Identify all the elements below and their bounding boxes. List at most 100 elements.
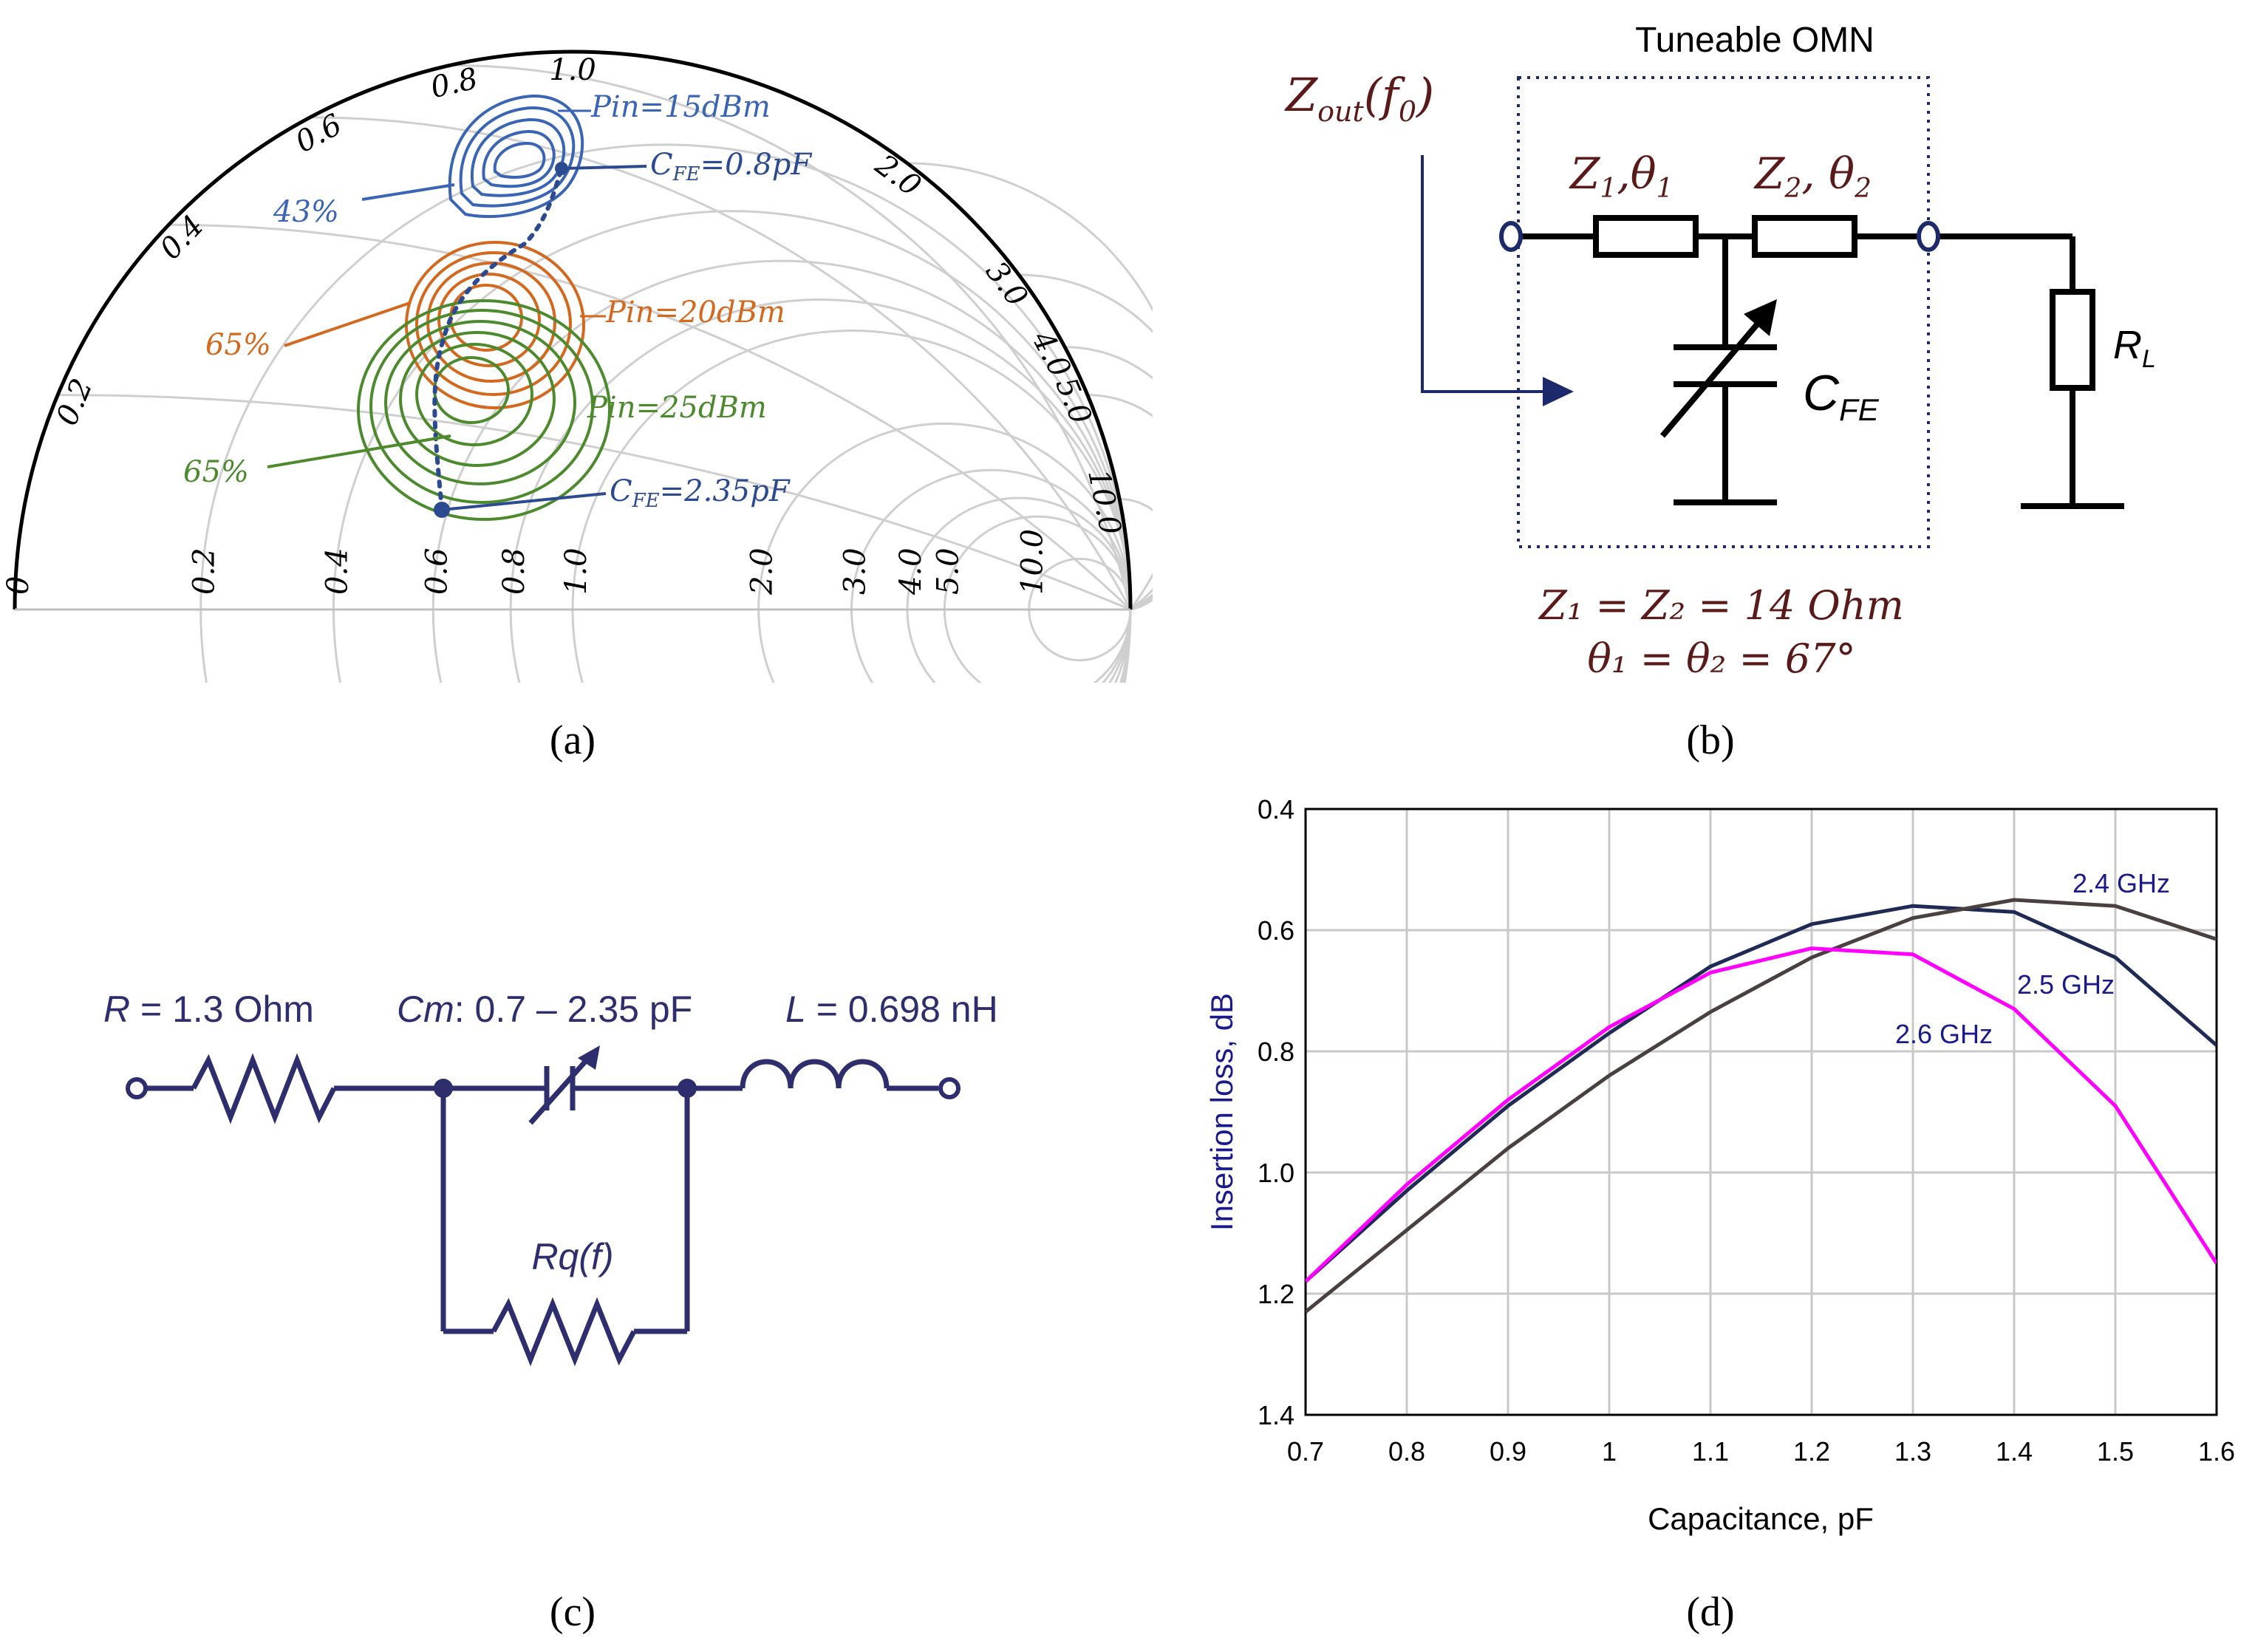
chart-series-2-5-ghz: [1306, 898, 2217, 1314]
z1-resistor: [1593, 215, 1699, 258]
label-cfe-high: CFE=2.35pF: [610, 474, 791, 512]
label-cfe-low: CFE=0.8pF: [650, 148, 812, 185]
chart-x-tick: 0.7: [1287, 1436, 1324, 1467]
smith-reactance-arc: [1087, 394, 1153, 611]
blue-contours: [448, 94, 584, 218]
port-c-left: [126, 1077, 148, 1099]
label-eff-orange: 65%: [205, 328, 271, 362]
smith-imag-tick: 1.0: [549, 53, 596, 87]
chart-y-tick: 1.2: [1258, 1279, 1294, 1309]
omn-wires: [1521, 233, 2124, 509]
chart-x-tick: 1.1: [1692, 1436, 1729, 1467]
smith-real-tick: 0: [1, 576, 35, 595]
omn-equation-2: θ₁ = θ₂ = 67°: [1587, 635, 1855, 682]
r-label: R = 1.3 Ohm: [103, 989, 314, 1030]
node-c-right: [678, 1079, 697, 1098]
caption-b: (b): [1686, 717, 1734, 763]
chart-x-tick: 1.2: [1793, 1436, 1830, 1467]
port-right: [1917, 221, 1940, 252]
label-pin15: Pin=15dBm: [590, 90, 771, 124]
smith-real-tick: 2.0: [746, 547, 779, 595]
node-c-left: [434, 1079, 453, 1098]
omn-title: Tuneable OMN: [1635, 21, 1874, 60]
chart-grid: [1306, 809, 2217, 1415]
chart-x-tick: 1.4: [1996, 1436, 2033, 1467]
chart-xlabel: Capacitance, pF: [1648, 1501, 1874, 1536]
label-eff-blue: 43%: [273, 195, 339, 229]
caption-d: (d): [1686, 1589, 1734, 1635]
smith-reactance-arc: [58, 394, 1131, 611]
rl-label: RL: [2113, 323, 2156, 373]
smith-real-tick: 0.8: [497, 547, 531, 595]
leader-eff-blue: [361, 183, 455, 201]
series-label-2-5: 2.5 GHz: [2017, 969, 2115, 1000]
z2-label: Z2, θ2: [1753, 149, 1872, 204]
smith-reactance-arc: [1119, 497, 1153, 611]
port-c-right: [938, 1077, 961, 1099]
chart-x-tick: 1.6: [2198, 1436, 2235, 1467]
cfe-trajectory: [432, 166, 564, 512]
chart-series: [1306, 898, 2217, 1314]
panel-c-equivalent-circuit: R = 1.3 Ohm Cm: 0.7 – 2.35 pF L = 0.698 …: [103, 989, 998, 1635]
panel-b-omn-circuit: Tuneable OMN Zout(f0): [1284, 21, 2156, 763]
smith-reactance-arc: [310, 116, 1132, 610]
smith-real-tick: 0.2: [188, 547, 222, 595]
smith-reactance-arc: [1065, 346, 1153, 611]
label-pin20: Pin=20dBm: [605, 296, 785, 330]
chart-y-tick: 1.0: [1258, 1158, 1294, 1188]
cfe-label: CFE: [1803, 365, 1880, 427]
chart-y-tick: 0.4: [1258, 794, 1294, 825]
zout-arrow-line: [1421, 155, 1544, 393]
leader-cfe-high: [441, 492, 607, 511]
smith-imag-tick: 0.4: [154, 209, 211, 267]
chart-y-tick: 0.8: [1258, 1037, 1294, 1067]
caption-c: (c): [550, 1589, 596, 1635]
smith-imag-tick: 10.0: [1081, 466, 1128, 537]
series-label-2-6: 2.6 GHz: [1895, 1019, 1993, 1049]
z2-resistor: [1752, 215, 1857, 258]
smith-imag-tick: 0.2: [50, 374, 100, 430]
smith-imag-tick: 0.6: [290, 108, 348, 160]
chart-x-tick: 0.9: [1490, 1436, 1526, 1467]
chart-series-2-6-ghz: [1306, 946, 2217, 1283]
label-pin25: Pin=25dBm: [587, 391, 767, 425]
z1-label: Z1,θ1: [1569, 149, 1673, 204]
cm-label: Cm: 0.7 – 2.35 pF: [397, 989, 692, 1030]
caption-a: (a): [550, 717, 596, 763]
chart-y-tick: 0.6: [1258, 915, 1294, 946]
panel-d-chart: 0.7 0.8 0.9 1 1.1 1.2 1.3 1.4 1.5 1.6 0.4 0.6 0.8 1.0…: [1204, 794, 2235, 1635]
chart-ticks: 0.7 0.8 0.9 1 1.1 1.2 1.3 1.4 1.5 1.6 0.4 0.6 0.8 1.0…: [1258, 794, 2235, 1467]
smith-real-tick: 4.0: [894, 547, 928, 595]
cm-arrowhead: [578, 1045, 600, 1070]
smith-reactance-arc: [907, 162, 1153, 610]
smith-outer-circle: [13, 50, 1133, 610]
cfe-arrowhead: [1744, 299, 1777, 336]
smith-reactance-arc: [1018, 273, 1153, 611]
smith-real-tick: 10.0: [1016, 529, 1050, 595]
label-eff-green: 65%: [183, 455, 249, 489]
chart-series-2-4-ghz: [1306, 904, 2217, 1283]
orange-contours: [405, 241, 585, 409]
smith-reactance-arc: [450, 64, 1132, 610]
rl-resistor: [2050, 289, 2095, 391]
chart-ylabel: Insertion loss, dB: [1204, 993, 1239, 1231]
chart-x-tick: 1.5: [2097, 1436, 2134, 1467]
chart-x-tick: 1.3: [1894, 1436, 1931, 1467]
smith-real-tick: 1.0: [559, 547, 593, 595]
zout-arrowhead: [1543, 377, 1574, 406]
port-left: [1499, 221, 1523, 252]
leader-eff-green: [267, 434, 451, 468]
rq-label: Rq(f): [531, 1236, 613, 1277]
panel-a-smith-chart: 0 0.2 0.4 0.6 0.8 1.0 2.0 3.0 4.0 5.0 10.00.20.40.…: [1, 50, 1153, 763]
chart-x-tick: 1: [1602, 1436, 1617, 1467]
leader-cfe-low: [561, 165, 647, 170]
zout-label: Zout(f0): [1284, 68, 1434, 128]
chart-x-tick: 0.8: [1388, 1436, 1425, 1467]
smith-real-tick: 5.0: [931, 547, 965, 595]
smith-reactance-arc: [168, 223, 1132, 611]
green-contours: [357, 299, 611, 521]
chart-frame: [1304, 808, 2218, 1416]
series-label-2-4: 2.4 GHz: [2073, 868, 2170, 898]
chart-y-tick: 1.4: [1258, 1400, 1294, 1430]
